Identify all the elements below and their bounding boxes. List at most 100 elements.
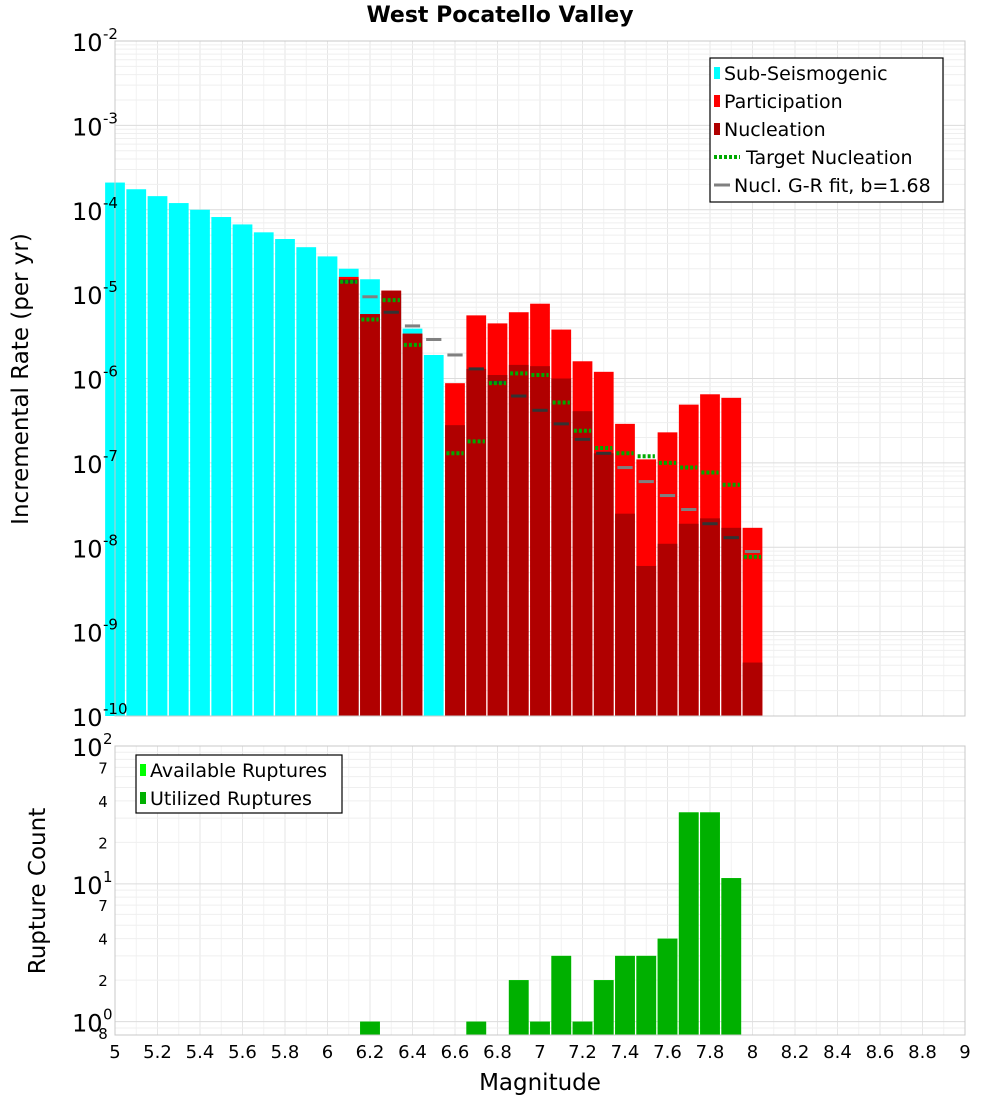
legend-label-participation: Participation bbox=[724, 91, 843, 113]
x-tick-label: 8.8 bbox=[908, 1042, 937, 1063]
bar-nucleation bbox=[700, 518, 720, 716]
x-tick-label: 5 bbox=[109, 1042, 120, 1063]
x-tick-label: 8.4 bbox=[823, 1042, 852, 1063]
count-y-axis-title: Rupture Count bbox=[25, 808, 51, 974]
count-bar-utilized bbox=[678, 812, 699, 1035]
x-tick-label: 8.2 bbox=[781, 1042, 810, 1063]
y-tick-label: 10 -9 bbox=[72, 616, 118, 648]
bar-sub-seismogenic bbox=[168, 203, 189, 716]
bar-nucleation bbox=[360, 314, 380, 716]
rate-plot-markers bbox=[340, 279, 762, 559]
y-tick-base: 10 bbox=[72, 704, 103, 732]
x-tick-label: 6.2 bbox=[356, 1042, 385, 1063]
bar-nucleation bbox=[572, 411, 593, 716]
bar-nucleation bbox=[466, 368, 487, 716]
y-tick-label: 10 -4 bbox=[72, 194, 118, 226]
y-tick-base: 10 bbox=[72, 451, 103, 479]
y-tick-exponent: -5 bbox=[103, 278, 118, 296]
count-plot-frame bbox=[114, 745, 966, 1036]
legend-swatch-utilized bbox=[140, 792, 146, 804]
count-y-tick-label: 10 1 bbox=[72, 868, 113, 900]
y-tick-label: 10 -8 bbox=[72, 531, 118, 563]
y-tick-exponent: -8 bbox=[103, 531, 118, 549]
bar-nucleation bbox=[402, 333, 423, 716]
bar-nucleation bbox=[678, 523, 699, 716]
bar-nucleation bbox=[487, 375, 508, 716]
count-bar-utilized bbox=[508, 980, 529, 1035]
y-tick-label: 10 -3 bbox=[72, 109, 118, 141]
rate-plot-frame bbox=[114, 40, 966, 717]
y-tick-label: 10 -10 bbox=[72, 700, 128, 732]
x-tick-label: 5.8 bbox=[271, 1042, 300, 1063]
y-tick-exponent: -10 bbox=[103, 700, 128, 718]
y-tick-label: 10 -2 bbox=[72, 25, 118, 57]
count-y-tick-label: 10 0 bbox=[72, 1006, 113, 1038]
y-tick-exponent: -3 bbox=[103, 109, 118, 127]
count-bar-utilized bbox=[530, 1021, 550, 1035]
bar-sub-seismogenic bbox=[211, 217, 232, 716]
count-y-tick-label: 10 2 bbox=[72, 730, 113, 762]
bar-nucleation bbox=[551, 378, 572, 716]
bar-sub-seismogenic bbox=[253, 232, 274, 716]
x-tick-label: 5.6 bbox=[228, 1042, 257, 1063]
count-y-minor-label: 4 bbox=[98, 931, 108, 949]
y-tick-base: 10 bbox=[72, 282, 103, 310]
count-bar-utilized bbox=[636, 955, 657, 1035]
legend-swatch-nucleation bbox=[714, 123, 720, 135]
x-axis-ticks: 5 5.2 5.4 5.6 5.8 6 6.2 6.4 6.6 6.8 7 7.2 7.4 7.6 7.8 8… bbox=[109, 1042, 970, 1063]
bar-nucleation bbox=[508, 364, 529, 716]
bar-nucleation bbox=[381, 290, 402, 716]
rate-y-axis-title: Incremental Rate (per yr) bbox=[8, 233, 34, 525]
bar-nucleation bbox=[338, 279, 359, 716]
x-tick-label: 7.4 bbox=[611, 1042, 640, 1063]
bar-sub-seismogenic bbox=[275, 239, 295, 716]
count-bar-utilized bbox=[721, 878, 742, 1035]
count-y-minor-label: 7 bbox=[98, 759, 108, 777]
legend-swatch-participation bbox=[714, 95, 720, 107]
x-tick-label: 6 bbox=[322, 1042, 333, 1063]
y-tick-exponent: -9 bbox=[103, 616, 118, 634]
bar-nucleation bbox=[530, 366, 550, 716]
count-legend: Available Ruptures Utilized Ruptures bbox=[135, 754, 343, 814]
x-tick-label: 8.6 bbox=[866, 1042, 895, 1063]
legend-swatch-sub-seismogenic bbox=[714, 67, 720, 79]
count-bar-utilized bbox=[466, 1021, 487, 1035]
y-tick-exponent: -2 bbox=[103, 25, 118, 43]
legend-label-utilized: Utilized Ruptures bbox=[150, 788, 312, 810]
rate-plot-bars bbox=[105, 182, 763, 717]
count-y-minor-label: 2 bbox=[98, 834, 108, 852]
legend-label-sub-seismogenic: Sub-Seismogenic bbox=[724, 63, 888, 85]
y-tick-base: 10 bbox=[72, 872, 103, 900]
y-tick-base: 10 bbox=[72, 29, 103, 57]
legend-label-available: Available Ruptures bbox=[150, 760, 327, 782]
y-tick-exponent: -7 bbox=[103, 447, 118, 465]
x-tick-label: 9 bbox=[959, 1042, 970, 1063]
y-tick-base: 10 bbox=[72, 198, 103, 226]
count-bar-utilized bbox=[615, 955, 635, 1035]
x-tick-label: 6.4 bbox=[398, 1042, 427, 1063]
count-bar-utilized bbox=[572, 1021, 593, 1035]
legend-label-gr-fit: Nucl. G-R fit, b=1.68 bbox=[734, 175, 931, 197]
bar-sub-seismogenic bbox=[147, 196, 168, 716]
bar-sub-seismogenic bbox=[317, 256, 338, 716]
y-tick-base: 10 bbox=[72, 1010, 103, 1038]
legend-label-target-nucleation: Target Nucleation bbox=[745, 147, 913, 169]
bar-sub-seismogenic bbox=[126, 189, 147, 717]
x-tick-label: 7.8 bbox=[696, 1042, 725, 1063]
y-tick-base: 10 bbox=[72, 734, 103, 762]
bar-sub-seismogenic bbox=[423, 354, 444, 716]
y-tick-exponent: -4 bbox=[103, 194, 118, 212]
x-tick-label: 5.4 bbox=[186, 1042, 215, 1063]
y-tick-base: 10 bbox=[72, 535, 103, 563]
count-y-minor-label: 8 bbox=[98, 1025, 108, 1043]
bar-sub-seismogenic bbox=[190, 209, 210, 716]
x-axis-title: Magnitude bbox=[479, 1070, 601, 1096]
count-legend-box bbox=[135, 754, 343, 814]
bar-nucleation bbox=[615, 513, 635, 716]
bar-sub-seismogenic bbox=[296, 247, 317, 716]
x-tick-label: 7 bbox=[534, 1042, 545, 1063]
bar-nucleation bbox=[657, 543, 678, 716]
bar-nucleation bbox=[445, 425, 465, 716]
